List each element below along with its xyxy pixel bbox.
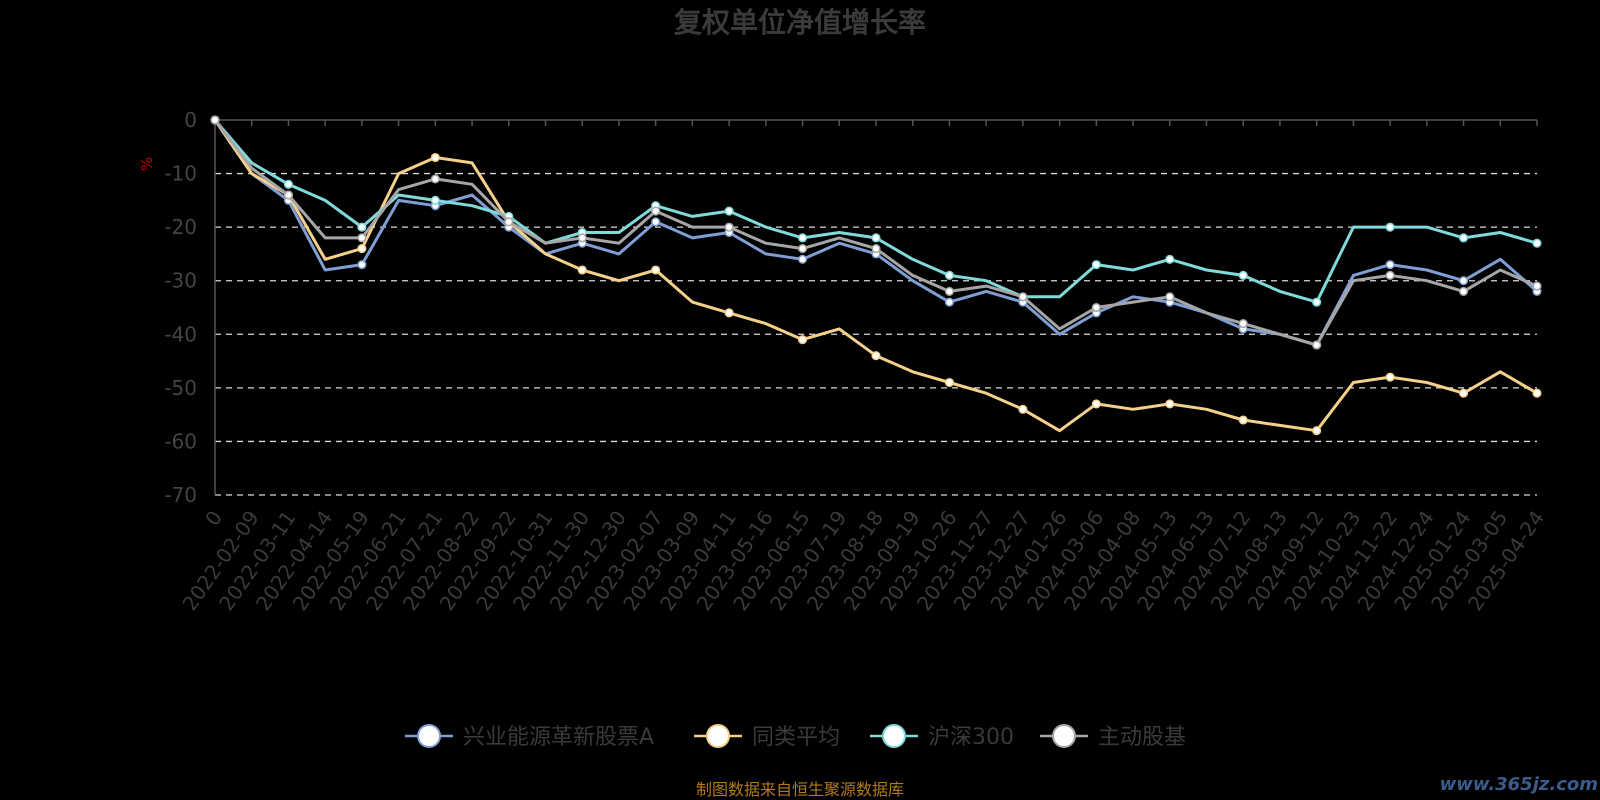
- data-point: [798, 244, 808, 254]
- data-point: [1018, 292, 1028, 302]
- data-point: [871, 233, 881, 243]
- legend[interactable]: 兴业能源革新股票A 同类平均 沪深300 主动股基: [405, 724, 1186, 750]
- legend-item[interactable]: 兴业能源革新股票A: [405, 724, 654, 750]
- series-line: [213, 119, 1538, 347]
- data-point: [798, 335, 808, 345]
- data-point: [283, 179, 293, 189]
- data-point: [1312, 340, 1322, 350]
- data-point: [1532, 238, 1542, 248]
- legend-marker: [1052, 724, 1076, 748]
- data-point: [430, 195, 440, 205]
- data-point: [798, 254, 808, 264]
- series-lines: [210, 115, 1542, 436]
- y-tick-label: -60: [164, 429, 197, 453]
- data-point: [1238, 319, 1248, 329]
- data-point: [430, 174, 440, 184]
- legend-label: 同类平均: [752, 725, 840, 750]
- data-point: [1459, 233, 1469, 243]
- legend-marker: [417, 724, 441, 748]
- data-point: [1459, 286, 1469, 296]
- data-point: [1532, 281, 1542, 291]
- data-point: [944, 297, 954, 307]
- y-tick-label: -30: [164, 269, 197, 293]
- y-axis-unit: %: [138, 157, 156, 171]
- legend-marker: [706, 724, 730, 748]
- data-point: [1018, 404, 1028, 414]
- series-line: [213, 119, 1538, 433]
- data-point: [651, 206, 661, 216]
- data-point: [1385, 270, 1395, 280]
- data-point: [1385, 222, 1395, 232]
- data-point: [1091, 260, 1101, 270]
- data-point: [577, 265, 587, 275]
- axes: 0-10-20-30-40-50-60-7002022-02-092022-03…: [164, 108, 1549, 615]
- y-tick-label: -40: [164, 322, 197, 346]
- data-point: [1385, 260, 1395, 270]
- y-tick-label: -10: [164, 162, 197, 186]
- data-point: [1165, 292, 1175, 302]
- data-point: [724, 206, 734, 216]
- chart-title: 复权单位净值增长率: [674, 6, 926, 39]
- data-source-note: 制图数据来自恒生聚源数据库: [696, 780, 904, 799]
- data-point: [1091, 302, 1101, 313]
- y-tick-label: -50: [164, 376, 197, 400]
- y-tick-label: -20: [164, 215, 197, 239]
- data-point: [871, 244, 881, 254]
- legend-label: 主动股基: [1098, 725, 1186, 750]
- data-point: [1091, 399, 1101, 409]
- data-point: [1532, 388, 1542, 398]
- gridlines: [215, 172, 1537, 496]
- data-point: [1459, 388, 1469, 398]
- legend-marker: [882, 724, 906, 748]
- data-point: [1385, 372, 1395, 382]
- data-point: [357, 244, 367, 254]
- data-point: [871, 351, 881, 361]
- data-point: [798, 233, 808, 243]
- series-line: [213, 119, 1538, 347]
- data-point: [504, 217, 514, 227]
- legend-item[interactable]: 主动股基: [1040, 724, 1186, 750]
- data-point: [1238, 270, 1248, 280]
- data-point: [1312, 297, 1322, 307]
- data-point: [577, 233, 587, 243]
- data-point: [724, 308, 734, 318]
- data-point: [357, 233, 367, 243]
- data-point: [1165, 254, 1175, 264]
- legend-label: 沪深300: [928, 725, 1014, 750]
- data-point: [430, 152, 440, 163]
- data-point: [944, 286, 954, 296]
- y-tick-label: 0: [184, 108, 197, 132]
- data-point: [283, 190, 293, 200]
- data-point: [651, 217, 661, 227]
- data-point: [1312, 426, 1322, 436]
- data-point: [1459, 276, 1469, 286]
- data-point: [1165, 399, 1175, 409]
- data-point: [357, 222, 367, 232]
- legend-label: 兴业能源革新股票A: [463, 725, 654, 750]
- data-point: [357, 260, 367, 270]
- data-point: [1238, 415, 1248, 425]
- series-line: [213, 119, 1538, 304]
- y-tick-label: -70: [164, 483, 197, 507]
- data-point: [944, 377, 954, 388]
- data-point: [944, 270, 954, 280]
- legend-item[interactable]: 沪深300: [870, 724, 1014, 750]
- legend-item[interactable]: 同类平均: [694, 724, 840, 750]
- watermark: www.365jz.com: [1440, 774, 1598, 795]
- data-point: [724, 222, 734, 232]
- data-point: [651, 265, 661, 275]
- x-tick-label: 0: [200, 506, 227, 530]
- data-point: [210, 115, 220, 125]
